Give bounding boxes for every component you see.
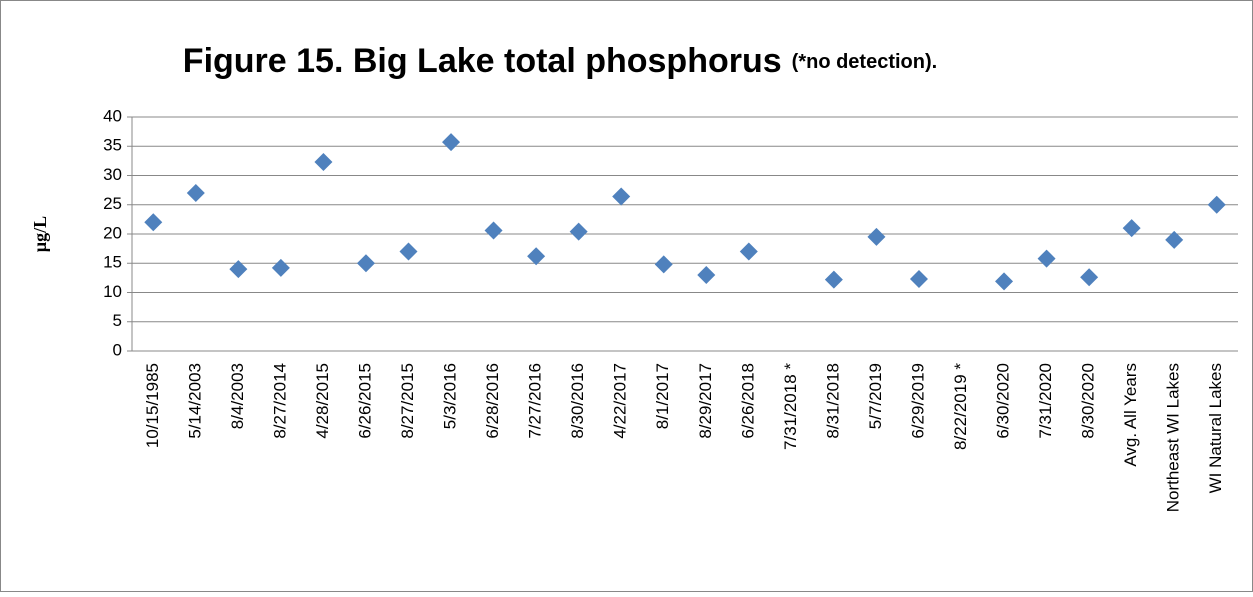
x-tick-label: Northeast WI Lakes [1164,363,1183,512]
x-tick-label: 8/22/2019 * [951,363,970,450]
chart-title: Figure 15. Big Lake total phosphorus (*no… [183,42,937,80]
marker [144,213,163,232]
marker [824,270,843,289]
x-tick-label: 7/31/2020 [1036,363,1055,439]
marker [1122,219,1141,238]
x-tick-label: 8/30/2020 [1079,363,1098,439]
marker [569,222,588,241]
x-tick-label: 4/22/2017 [611,363,630,439]
marker [314,153,333,172]
marker [442,133,461,152]
marker [356,254,375,273]
marker [186,184,205,203]
marker [612,187,631,206]
x-tick-label: 5/7/2019 [866,363,885,429]
y-tick-label: 15 [103,253,122,272]
marker [229,260,248,279]
x-tick-label: 8/31/2018 [823,363,842,439]
x-tick-label: 6/30/2020 [994,363,1013,439]
marker [654,255,673,274]
x-tick-label: 7/31/2018 * [781,363,800,450]
x-tick-label: Avg. All Years [1121,363,1140,467]
y-axis-label: µg/L [30,216,50,252]
y-tick-label: 0 [113,340,122,359]
x-tick-label: 5/14/2003 [185,363,204,439]
title-note: (*no detection). [792,51,938,73]
x-tick-label: 4/28/2015 [313,363,332,439]
x-tick-label: 6/29/2019 [908,363,927,439]
y-tick-label: 30 [103,165,122,184]
x-tick-label: WI Natural Lakes [1206,363,1225,493]
x-tick-label: 8/27/2014 [270,363,289,439]
x-tick-label: 8/4/2003 [228,363,247,429]
y-tick-label: 5 [113,311,122,330]
y-tick-label: 10 [103,282,122,301]
x-tick-label: 6/26/2015 [355,363,374,439]
marker [271,258,290,277]
x-tick-label: 5/3/2016 [441,363,460,429]
marker [909,270,928,289]
title-main: Figure 15. Big Lake total phosphorus [183,42,782,80]
x-tick-label: 10/15/1985 [143,363,162,448]
marker [1080,268,1099,287]
y-tick-label: 20 [103,223,122,242]
x-tick-label: 8/29/2017 [696,363,715,439]
marker [1207,195,1226,214]
marker [697,265,716,284]
y-tick-label: 40 [103,106,122,125]
marker [867,227,886,246]
marker [399,242,418,261]
y-tick-label: 25 [103,194,122,213]
marker [527,247,546,266]
marker [484,221,503,240]
x-tick-label: 8/30/2016 [568,363,587,439]
x-tick-label: 8/1/2017 [653,363,672,429]
x-tick-label: 6/26/2018 [738,363,757,439]
x-tick-label: 8/27/2015 [398,363,417,439]
marker [1165,230,1184,249]
x-tick-label: 7/27/2016 [526,363,545,439]
marker [995,272,1014,291]
marker [1037,249,1056,268]
x-tick-label: 6/28/2016 [483,363,502,439]
y-tick-label: 35 [103,136,122,155]
marker [739,242,758,261]
